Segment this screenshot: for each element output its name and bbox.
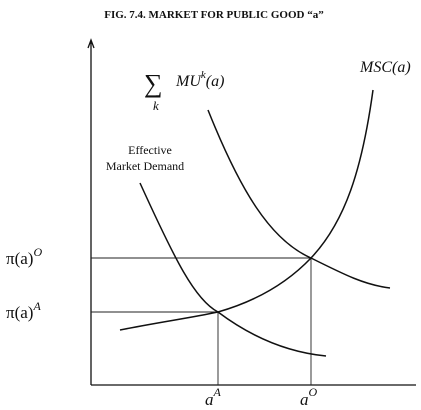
x-label-optimum: aO (300, 385, 318, 409)
mu-arg: (a) (206, 73, 225, 90)
y-label-sup: O (33, 245, 42, 259)
x-label-sup: O (309, 385, 318, 399)
x-label-base: a (205, 390, 214, 409)
y-label-optimum: π(a)O (6, 245, 42, 268)
sum-mu-curve (207, 109, 391, 289)
y-label-sup: A (32, 299, 41, 313)
guide-optimum (91, 257, 312, 385)
y-label-base: π(a) (6, 249, 33, 268)
sum-index: k (153, 98, 159, 113)
title: FIG. 7.4. MARKET FOR PUBLIC GOOD “a” (104, 9, 324, 21)
sum-symbol: ∑ (144, 69, 163, 98)
x-label-base: a (300, 390, 309, 409)
x-label-market: aA (205, 385, 222, 409)
y-label-market: π(a)A (6, 299, 41, 322)
msc-label: MSC(a) (359, 59, 411, 76)
y-axis (87, 38, 95, 385)
mu-base: MU (175, 73, 202, 90)
demand-label-1: Effective (128, 143, 172, 157)
mu-sup: k (201, 69, 207, 81)
sum-mu-label: MUk(a) (175, 69, 224, 90)
x-label-sup: A (213, 385, 222, 399)
demand-label-2: Market Demand (106, 159, 184, 173)
y-label-base: π(a) (6, 303, 33, 322)
msc-curve (119, 89, 374, 331)
